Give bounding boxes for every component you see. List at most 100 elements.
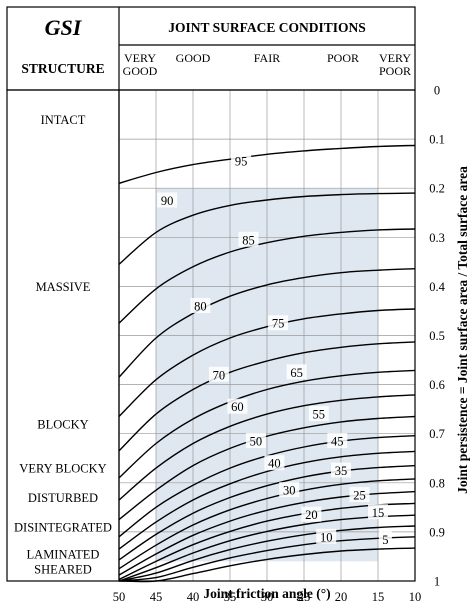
y-tick-label: 0.3 bbox=[429, 231, 445, 245]
x-tick-label: 20 bbox=[335, 590, 348, 604]
gsi-contour-label: 80 bbox=[194, 300, 207, 314]
gsi-contour-70 bbox=[118, 341, 416, 452]
gsi-label-background bbox=[245, 433, 266, 449]
surface-condition-label: FAIR bbox=[254, 51, 280, 65]
gsi-label-background bbox=[279, 482, 300, 498]
gsi-contour-25 bbox=[118, 502, 416, 581]
x-tick-label: 15 bbox=[372, 590, 385, 604]
structure-label: INTACT bbox=[41, 113, 86, 127]
gsi-contour-60 bbox=[118, 394, 416, 501]
structure-label: VERY BLOCKY bbox=[19, 462, 106, 476]
y-axis-title: Joint persistence = Joint surface area /… bbox=[455, 166, 470, 494]
joint-surface-conditions-heading: JOINT SURFACE CONDITIONS bbox=[168, 20, 366, 35]
gsi-label-background bbox=[368, 504, 388, 520]
structure-label: SHEARED bbox=[34, 562, 92, 576]
x-tick-label: 10 bbox=[409, 590, 422, 604]
y-axis-ticks: 0 0.1 0.2 0.3 0.4 0.5 0.6 0.7 0.8 0.9 1 bbox=[429, 84, 445, 589]
structure-heading: STRUCTURE bbox=[21, 61, 104, 76]
gsi-contour-15 bbox=[118, 525, 416, 582]
gsi-label-background bbox=[378, 531, 392, 547]
gsi-contour-85 bbox=[118, 228, 416, 324]
y-tick-label: 0 bbox=[434, 84, 440, 98]
gsi-contour-label: 60 bbox=[231, 400, 244, 414]
gsi-contour-label: 20 bbox=[305, 508, 318, 522]
gsi-contour-label: 65 bbox=[290, 366, 303, 380]
gsi-heading: GSI bbox=[45, 15, 83, 40]
gsi-contour-80 bbox=[118, 268, 416, 378]
surface-condition-label: POOR bbox=[327, 51, 359, 65]
surface-condition-label: POOR bbox=[379, 64, 411, 78]
gsi-contour-20 bbox=[118, 514, 416, 582]
structure-label: DISINTEGRATED bbox=[14, 520, 112, 534]
x-tick-label: 45 bbox=[150, 590, 163, 604]
gsi-contour-5 bbox=[118, 547, 416, 583]
surface-condition-label: VERY bbox=[379, 51, 411, 65]
structure-label: MASSIVE bbox=[36, 280, 91, 294]
x-tick-label: 50 bbox=[113, 590, 126, 604]
plot-area: 95 90 85 80 75 70 65 60 55 50 45 40 35 30 25 20 15 10 5 bbox=[118, 89, 416, 583]
structure-label: BLOCKY bbox=[37, 417, 88, 431]
gsi-contour-label: 45 bbox=[331, 435, 344, 449]
gsi-contour-label: 75 bbox=[272, 317, 285, 331]
gsi-contour-label: 30 bbox=[283, 484, 296, 498]
gsi-label-background bbox=[286, 364, 307, 380]
gsi-contour-label: 85 bbox=[242, 233, 255, 247]
gsi-contour-45 bbox=[118, 450, 416, 550]
gsi-contour-label: 15 bbox=[372, 506, 385, 520]
gsi-label-background bbox=[231, 153, 252, 169]
gsi-label-background bbox=[331, 462, 351, 478]
x-axis-title: Joint friction angle (°) bbox=[203, 586, 330, 601]
y-tick-label: 0.4 bbox=[429, 280, 445, 294]
gsi-contours bbox=[118, 144, 416, 583]
gsi-label-background bbox=[264, 455, 285, 471]
x-tick-label: 40 bbox=[187, 590, 200, 604]
gsi-label-background bbox=[268, 315, 289, 331]
y-tick-label: 0.1 bbox=[429, 133, 445, 147]
y-tick-label: 0.8 bbox=[429, 476, 445, 490]
y-tick-label: 0.5 bbox=[429, 329, 445, 343]
y-tick-label: 0.2 bbox=[429, 182, 445, 196]
gsi-label-background bbox=[349, 487, 370, 503]
gsi-label-background bbox=[208, 366, 229, 382]
structure-column-frame bbox=[6, 89, 120, 582]
structure-label: LAMINATED bbox=[27, 547, 100, 561]
plot-frame bbox=[118, 89, 416, 582]
gsi-contour-75 bbox=[118, 308, 416, 417]
surface-condition-label: VERY bbox=[124, 51, 156, 65]
gsi-label-background bbox=[238, 231, 259, 247]
gsi-contour-label: 90 bbox=[161, 194, 174, 208]
gsi-contour-label: 50 bbox=[250, 435, 263, 449]
gsi-contour-labels: 95 90 85 80 75 70 65 60 55 50 45 40 35 30 25 20 15 10 5 bbox=[157, 153, 392, 547]
gsi-contour-95 bbox=[118, 144, 416, 184]
gsi-label-background bbox=[316, 528, 337, 544]
y-tick-label: 0.9 bbox=[429, 525, 445, 539]
gsi-contour-label: 40 bbox=[268, 457, 281, 471]
x-tick-label: 25 bbox=[298, 590, 311, 604]
surface-condition-label: GOOD bbox=[123, 64, 158, 78]
gsi-label-background bbox=[157, 192, 178, 208]
gsi-label-background bbox=[190, 298, 211, 314]
x-tick-label: 35 bbox=[224, 590, 237, 604]
gsi-label-background bbox=[327, 433, 348, 449]
gsi-contour-55 bbox=[118, 415, 416, 521]
gsi-contour-35 bbox=[118, 478, 416, 570]
gsi-label-background bbox=[301, 506, 322, 522]
x-axis-ticks: 50 45 40 35 30 25 20 15 10 bbox=[113, 590, 422, 604]
y-tick-label: 0.7 bbox=[429, 427, 445, 441]
gsi-contour-label: 55 bbox=[313, 408, 326, 422]
gsi-contour-label: 25 bbox=[353, 489, 366, 503]
gsi-contour-65 bbox=[118, 369, 416, 479]
gsi-contour-label: 5 bbox=[382, 533, 388, 547]
gsi-contour-label: 10 bbox=[320, 530, 333, 544]
y-tick-label: 0.6 bbox=[429, 378, 445, 392]
gsi-contour-label: 35 bbox=[335, 464, 348, 478]
gsi-label-background bbox=[308, 406, 329, 422]
gsi-contour-label: 70 bbox=[213, 368, 226, 382]
gsi-label-background bbox=[227, 398, 248, 414]
y-tick-label: 1 bbox=[434, 575, 440, 589]
gsi-contour-label: 95 bbox=[235, 155, 248, 169]
surface-condition-label: GOOD bbox=[176, 51, 211, 65]
structure-labels: INTACT MASSIVE BLOCKY VERY BLOCKY DISTURBED D… bbox=[14, 113, 112, 576]
